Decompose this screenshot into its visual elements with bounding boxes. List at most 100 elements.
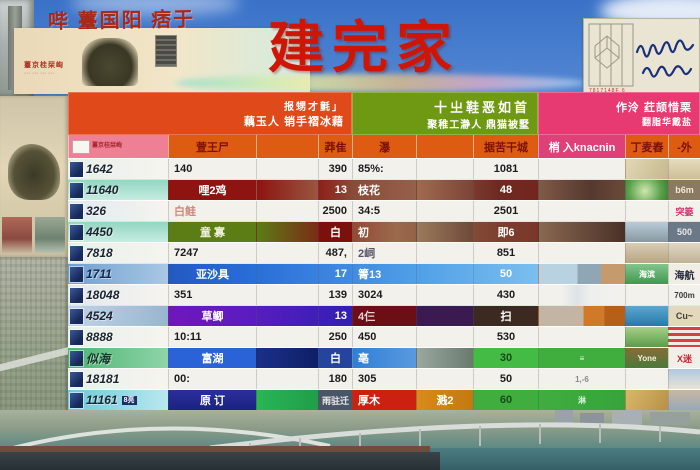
table-cell [668,327,700,347]
table-cell [538,264,625,284]
table-cell [256,180,318,200]
table-cell [256,327,318,347]
row-name: 4450 [86,225,113,239]
table-cell: 即6 [473,222,538,242]
row-thumbnail [70,392,83,408]
row-thumbnail [70,350,83,366]
table-cell [416,327,473,347]
table-cell: 箐13 [352,264,416,284]
table-cell: 枝花 [352,180,416,200]
row-thumbnail [70,245,83,261]
table-cell: 雨驻迁 [318,390,352,410]
table-cell: 30 [473,348,538,368]
row-name-cell: 18181 [68,369,168,389]
row-name: 似海 [86,351,111,366]
dark-quay [0,452,440,470]
row-name-cell: 4524 [68,306,168,326]
header-cell [416,135,473,158]
table-cell: 00: [168,369,256,389]
table-cell: 140 [168,159,256,179]
row-name: 1642 [86,162,113,176]
row-name-cell: 11640 [68,180,168,200]
table-cell: Cu~ [668,306,700,326]
table-cell: 3024 [352,285,416,305]
small-photo [2,217,32,253]
embankment-wall [0,446,430,452]
table-cell: 351 [168,285,256,305]
table-cell [625,327,668,347]
row-name: 326 [86,204,107,218]
table-cell: 139 [318,285,352,305]
table-cell [538,285,625,305]
table-cell [416,222,473,242]
table-cell: 1081 [473,159,538,179]
table-cell: 450 [352,327,416,347]
table-cell [668,159,700,179]
table-cell [625,222,668,242]
table-cell: 34:5 [352,201,416,221]
table-cell: 突篓 [668,201,700,221]
row-thumbnail [70,203,83,219]
row-thumbnail [70,287,83,303]
row-thumbnail [70,329,83,345]
band-line: 藕玉人 销手褶冰藉 [243,116,344,128]
table-cell: ≡ [538,348,625,368]
table-cell: 海航 [668,264,700,284]
table-row: 18181 00: 180 305 50 1,-6 [68,368,700,389]
row-badge: 8亮 [121,395,137,405]
cloud [70,0,240,16]
table-cell: 50 [473,369,538,389]
logo-icon [73,140,89,153]
table-cell: 60 [473,390,538,410]
category-bands: 报甥才氃」 藕玉人 销手褶冰藉 十㞢鞋恶如首 聚稚工瀞人 鼎猫被墅 作泠 荭颉惜… [68,92,700,135]
table-row: 11161 8亮原 订雨驻迁 厚木 溅2 60 淋 [68,389,700,410]
table-cell: 13 [318,306,352,326]
table-row: 4524 草鲫 13 4仨 扫 Cu~ [68,305,700,326]
table-cell: 85%: [352,159,416,179]
table-cell [256,222,318,242]
table-cell: 1,-6 [538,369,625,389]
table-cell: 厚木 [352,390,416,410]
table-cell: 2㟃 [352,243,416,263]
table-cell [538,243,625,263]
table-cell [538,327,625,347]
row-thumbnail [70,266,83,282]
table-row: 1642 140 390 85%: 1081 [68,158,700,179]
table-cell [625,243,668,263]
header-cell: 薹京桂栞峋 [68,135,168,158]
table-cell: 7247 [168,243,256,263]
table-cell [256,264,318,284]
seal-dots: ⋯⋯⋯⋯ [24,71,56,77]
row-name: 11161 [86,393,118,407]
table-cell: 哩2鸡 [168,180,256,200]
row-name: 4524 [86,309,113,323]
table-cell: 250 [318,327,352,347]
table-cell [538,180,625,200]
table-row: 7818 7247 487, 2㟃 851 [68,242,700,263]
table-cell [625,369,668,389]
table-cell [416,306,473,326]
table-cell [256,348,318,368]
table-cell [625,285,668,305]
table-cell [256,390,318,410]
table-cell [256,285,318,305]
table-cell [416,285,473,305]
band-line: 聚稚工瀞人 鼎猫被墅 [427,119,530,131]
sketch-caption: 7817148F 6 [589,88,626,94]
table-cell: 亚沙具 [168,264,256,284]
table-cell [256,369,318,389]
table-cell: X迷 [668,348,700,368]
table-cell: 180 [318,369,352,389]
ink-stamp [156,36,176,66]
table-cell [625,306,668,326]
left-painting [0,96,68,257]
table-cell [538,201,625,221]
table-row: 18048 351 139 3024 430 700m [68,284,700,305]
table-row: 似海 富湖 白亳 30 ≡ Yone X迷 [68,347,700,368]
table-cell: 851 [473,243,538,263]
category-band-2: 十㞢鞋恶如首 聚稚工瀞人 鼎猫被墅 [352,92,538,135]
header-cell: 丁麦舂 [625,135,668,158]
table-cell: 草鲫 [168,306,256,326]
table-cell: 海滨 [625,264,668,284]
